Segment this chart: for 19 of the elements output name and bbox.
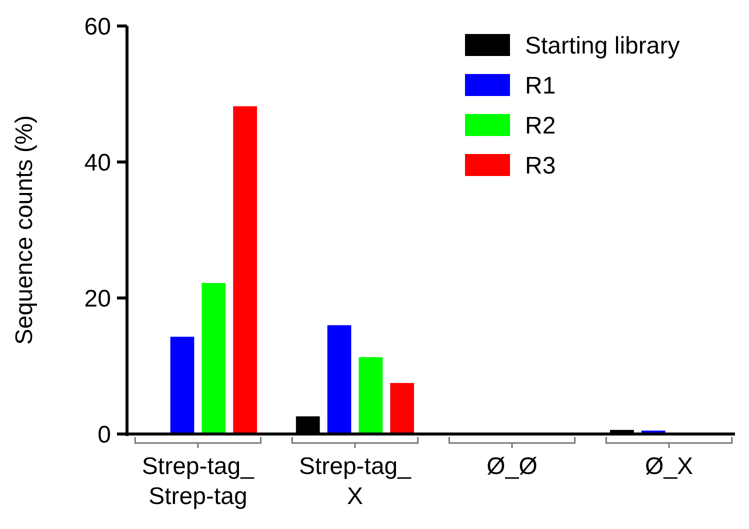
- legend-label: R2: [525, 112, 556, 140]
- bar: [170, 336, 194, 434]
- y-tick-label: 60: [84, 13, 111, 40]
- bar: [358, 357, 383, 434]
- y-tick-label: 20: [84, 285, 111, 312]
- y-tick-label: 40: [84, 149, 111, 176]
- x-tick-label: Ø_X: [645, 453, 694, 480]
- y-axis-title: Sequence counts (%): [11, 115, 38, 345]
- x-tick-label: Strep-tag_ Strep-tag: [142, 453, 255, 510]
- legend-label: R3: [525, 152, 556, 180]
- bar: [390, 383, 414, 434]
- bar: [327, 325, 352, 434]
- y-tick-label: 0: [98, 421, 111, 448]
- legend-label: R1: [525, 72, 556, 100]
- x-tick-label: Ø_Ø: [486, 453, 538, 480]
- legend-label: Starting library: [525, 32, 680, 60]
- x-tick-label: Strep-tag_ X: [298, 453, 412, 510]
- bar: [233, 106, 257, 434]
- bar: [202, 283, 226, 434]
